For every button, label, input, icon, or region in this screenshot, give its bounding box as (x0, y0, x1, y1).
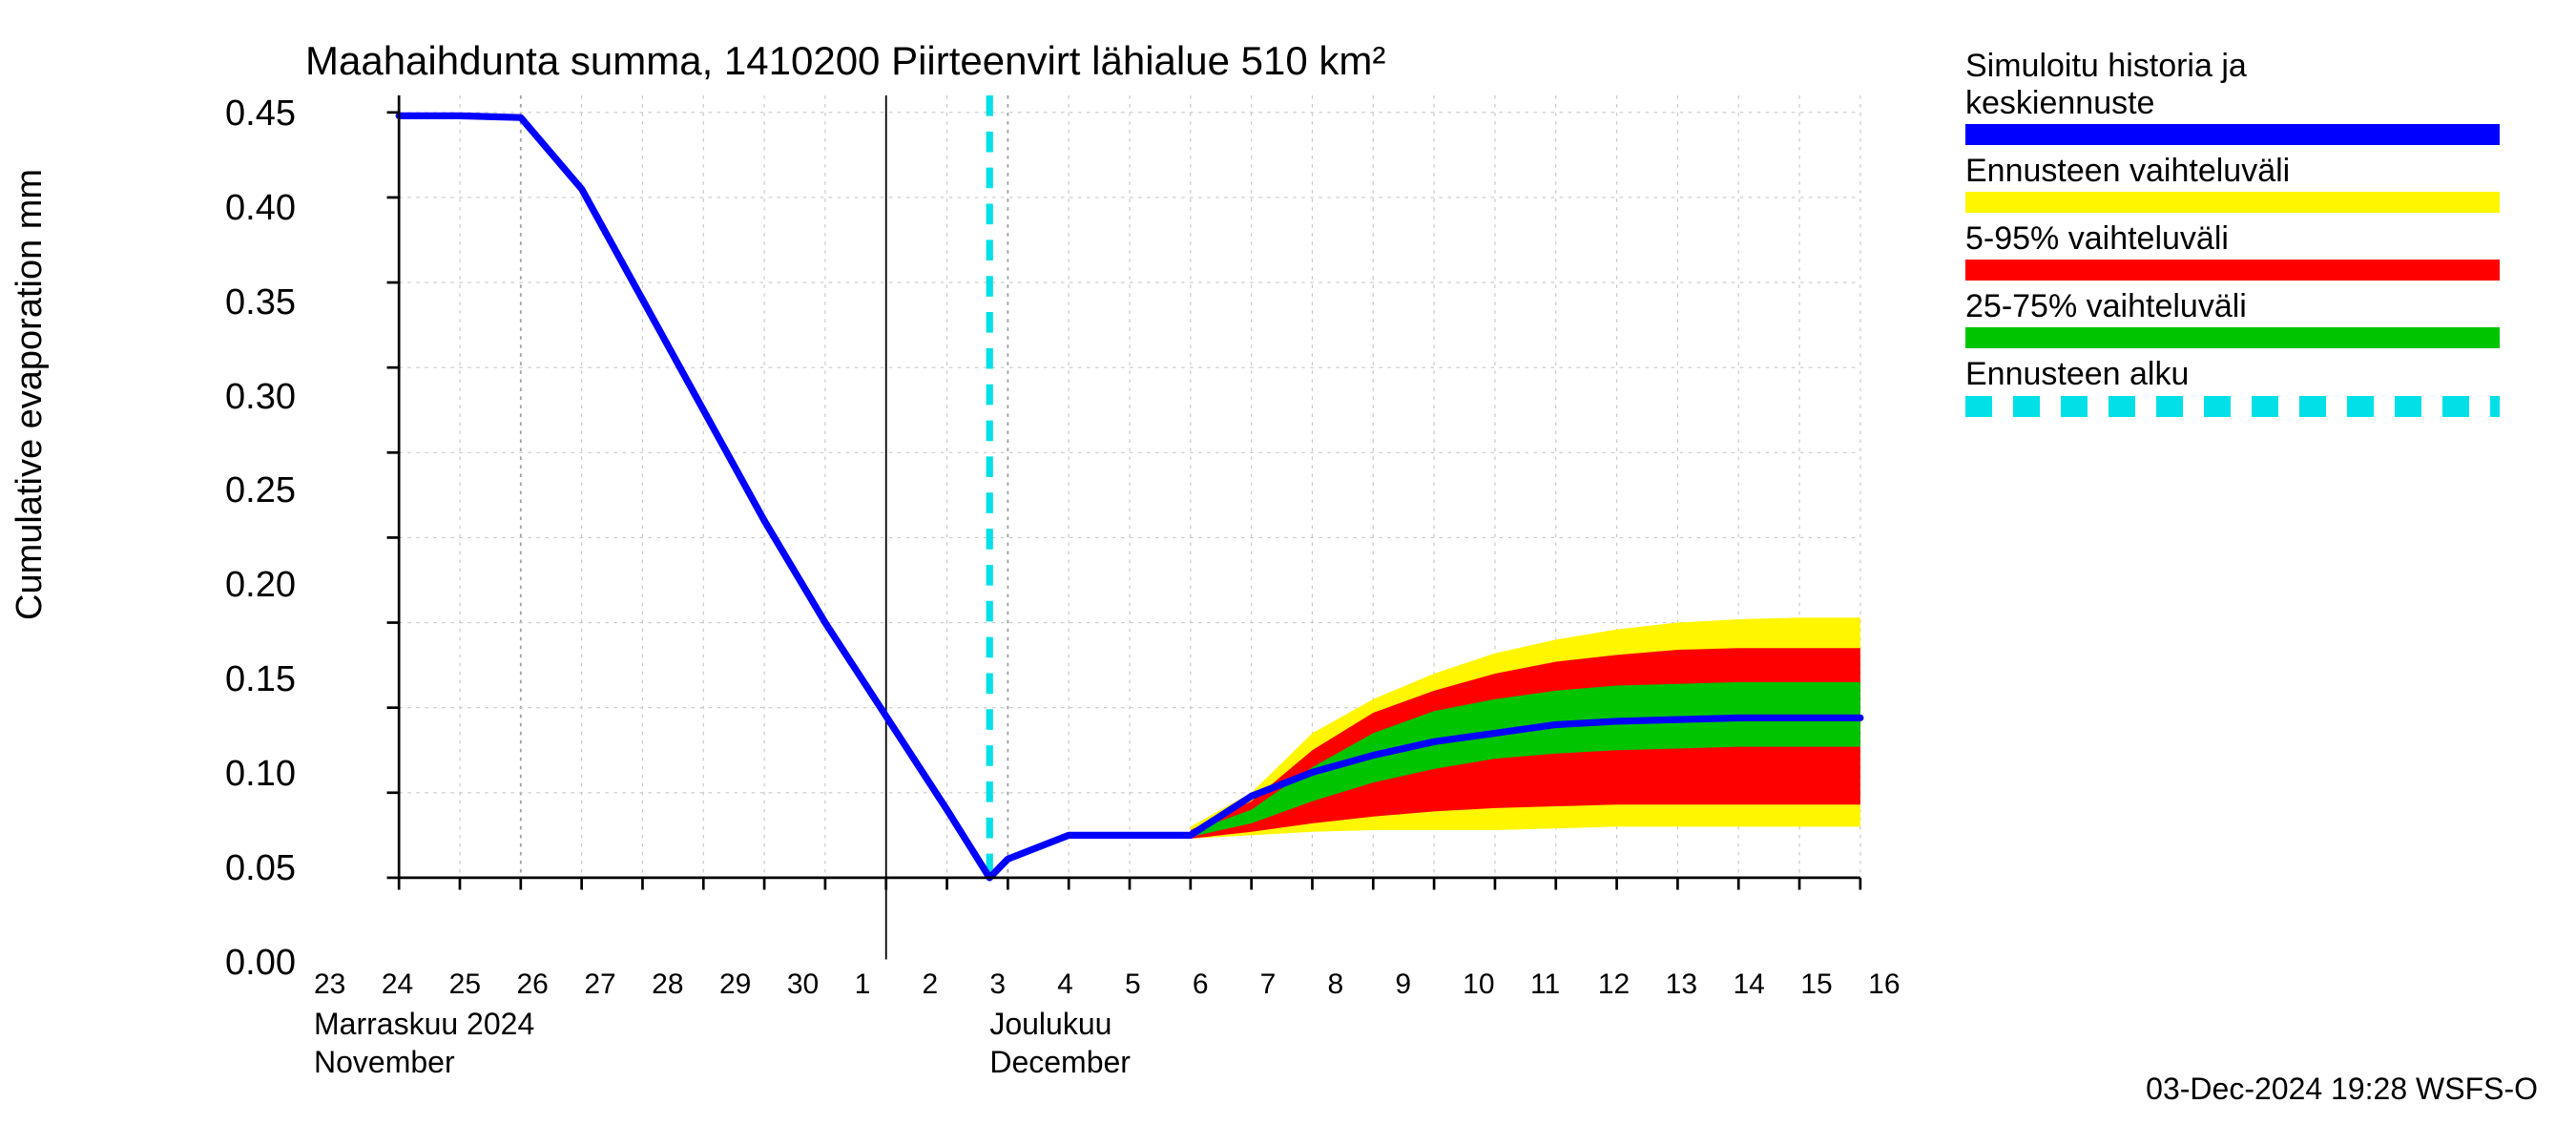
chart-title: Maahaihdunta summa, 1410200 Piirteenvirt… (305, 38, 1385, 84)
x-tick-label: 3 (989, 968, 1006, 1001)
x-tick-label: 27 (584, 968, 615, 1001)
legend-entry: Ennusteen alku (1965, 356, 2500, 416)
y-tick-label: 0.25 (200, 470, 296, 511)
x-tick-label: 5 (1125, 968, 1141, 1001)
month-label-sub: December (989, 1045, 1131, 1080)
x-tick-label: 23 (314, 968, 345, 1001)
legend-entry: 5-95% vaihteluväli (1965, 220, 2500, 281)
legend-entry: 25-75% vaihteluväli (1965, 288, 2500, 348)
y-tick-label: 0.40 (200, 188, 296, 229)
x-tick-label: 15 (1800, 968, 1832, 1001)
x-tick-label: 25 (449, 968, 481, 1001)
legend-entry: Simuloitu historia jakeskiennuste (1965, 48, 2500, 145)
x-tick-label: 12 (1598, 968, 1630, 1001)
legend-swatch (1965, 192, 2500, 213)
legend: Simuloitu historia jakeskiennuste Ennuste… (1965, 48, 2500, 425)
legend-entry: Ennusteen vaihteluväli (1965, 153, 2500, 213)
x-tick-label: 16 (1868, 968, 1900, 1001)
x-tick-label: 7 (1260, 968, 1277, 1001)
legend-label: 5-95% vaihteluväli (1965, 220, 2500, 258)
legend-swatch (1965, 124, 2500, 145)
x-tick-label: 14 (1734, 968, 1765, 1001)
x-tick-label: 29 (719, 968, 751, 1001)
x-tick-label: 28 (652, 968, 683, 1001)
y-tick-label: 0.10 (200, 754, 296, 795)
x-tick-label: 30 (787, 968, 819, 1001)
legend-label: 25-75% vaihteluväli (1965, 288, 2500, 325)
legend-label: Ennusteen vaihteluväli (1965, 153, 2500, 190)
x-tick-label: 11 (1530, 968, 1560, 1001)
month-label-main: Joulukuu (989, 1007, 1111, 1042)
y-axis-label: Cumulative evaporation mm (10, 169, 51, 620)
x-tick-label: 8 (1328, 968, 1344, 1001)
y-tick-label: 0.00 (200, 943, 296, 984)
y-tick-label: 0.35 (200, 282, 296, 323)
x-tick-label: 9 (1395, 968, 1411, 1001)
x-tick-label: 2 (923, 968, 939, 1001)
month-label-main: Marraskuu 2024 (314, 1007, 534, 1042)
x-tick-label: 24 (382, 968, 413, 1001)
x-tick-label: 1 (855, 968, 871, 1001)
x-tick-label: 6 (1193, 968, 1209, 1001)
plot-area (310, 95, 1932, 964)
y-tick-label: 0.05 (200, 848, 296, 889)
legend-label: Ennusteen alku (1965, 356, 2500, 393)
y-tick-label: 0.30 (200, 377, 296, 418)
chart-page: Maahaihdunta summa, 1410200 Piirteenvirt… (0, 0, 2576, 1145)
y-tick-label: 0.20 (200, 565, 296, 606)
x-tick-label: 10 (1463, 968, 1494, 1001)
y-tick-label: 0.15 (200, 659, 296, 700)
legend-swatch (1965, 327, 2500, 348)
y-tick-label: 0.45 (200, 94, 296, 135)
x-tick-label: 26 (517, 968, 549, 1001)
legend-label: Simuloitu historia jakeskiennuste (1965, 48, 2500, 122)
footer-timestamp: 03-Dec-2024 19:28 WSFS-O (2146, 1072, 2538, 1107)
x-tick-label: 4 (1057, 968, 1073, 1001)
legend-swatch (1965, 396, 2500, 417)
legend-swatch (1965, 260, 2500, 281)
x-tick-label: 13 (1666, 968, 1697, 1001)
month-label-sub: November (314, 1045, 455, 1080)
